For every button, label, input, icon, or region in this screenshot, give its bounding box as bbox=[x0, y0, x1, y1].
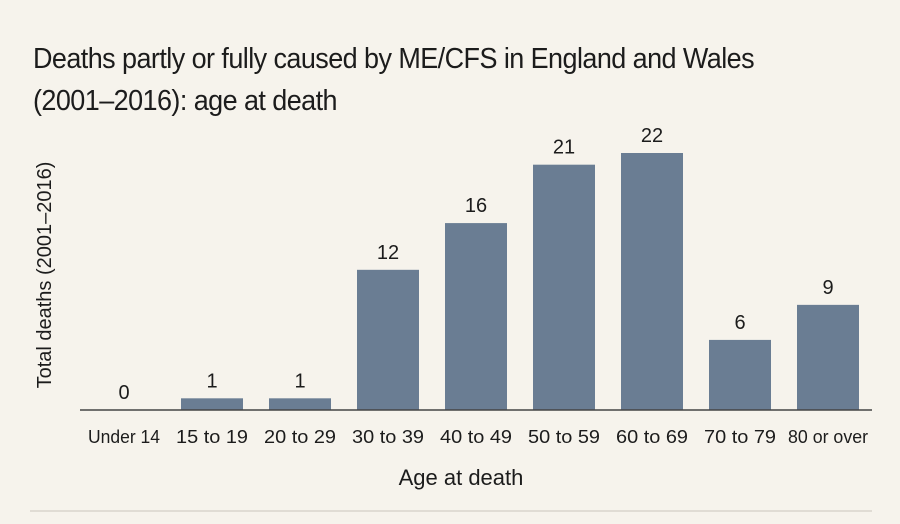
x-tick-label-1: 15 to 19 bbox=[176, 427, 248, 447]
x-tick-label-7: 70 to 79 bbox=[704, 427, 776, 447]
x-tick-label-4: 40 to 49 bbox=[440, 427, 512, 447]
y-axis-label: Total deaths (2001–2016) bbox=[34, 162, 56, 389]
x-tick-label-8: 80 or over bbox=[788, 427, 868, 447]
x-tick-label-6: 60 to 69 bbox=[616, 427, 688, 447]
data-label-5: 21 bbox=[553, 137, 575, 159]
x-tick-label-0: Under 14 bbox=[88, 427, 160, 447]
data-label-2: 1 bbox=[294, 370, 305, 392]
data-label-6: 22 bbox=[641, 125, 663, 147]
bar-3 bbox=[357, 269, 419, 410]
x-tick-label-2: 20 to 29 bbox=[264, 427, 336, 447]
bar-4 bbox=[445, 223, 507, 410]
x-tick-label-5: 50 to 59 bbox=[528, 427, 600, 447]
x-tick-label-3: 30 to 39 bbox=[352, 427, 424, 447]
bar-1 bbox=[181, 398, 243, 410]
data-label-3: 12 bbox=[377, 242, 399, 264]
data-label-7: 6 bbox=[734, 312, 745, 334]
data-label-8: 9 bbox=[822, 277, 833, 299]
chart-title: Deaths partly or fully caused by ME/CFS … bbox=[33, 43, 755, 117]
data-label-1: 1 bbox=[206, 370, 217, 392]
bar-6 bbox=[621, 153, 683, 410]
bar-5 bbox=[533, 164, 595, 410]
x-axis-label: Age at death bbox=[399, 465, 524, 490]
data-label-0: 0 bbox=[118, 382, 129, 404]
data-label-4: 16 bbox=[465, 195, 487, 217]
bar-7 bbox=[709, 339, 771, 410]
bar-8 bbox=[797, 304, 859, 410]
bar-2 bbox=[269, 398, 331, 410]
